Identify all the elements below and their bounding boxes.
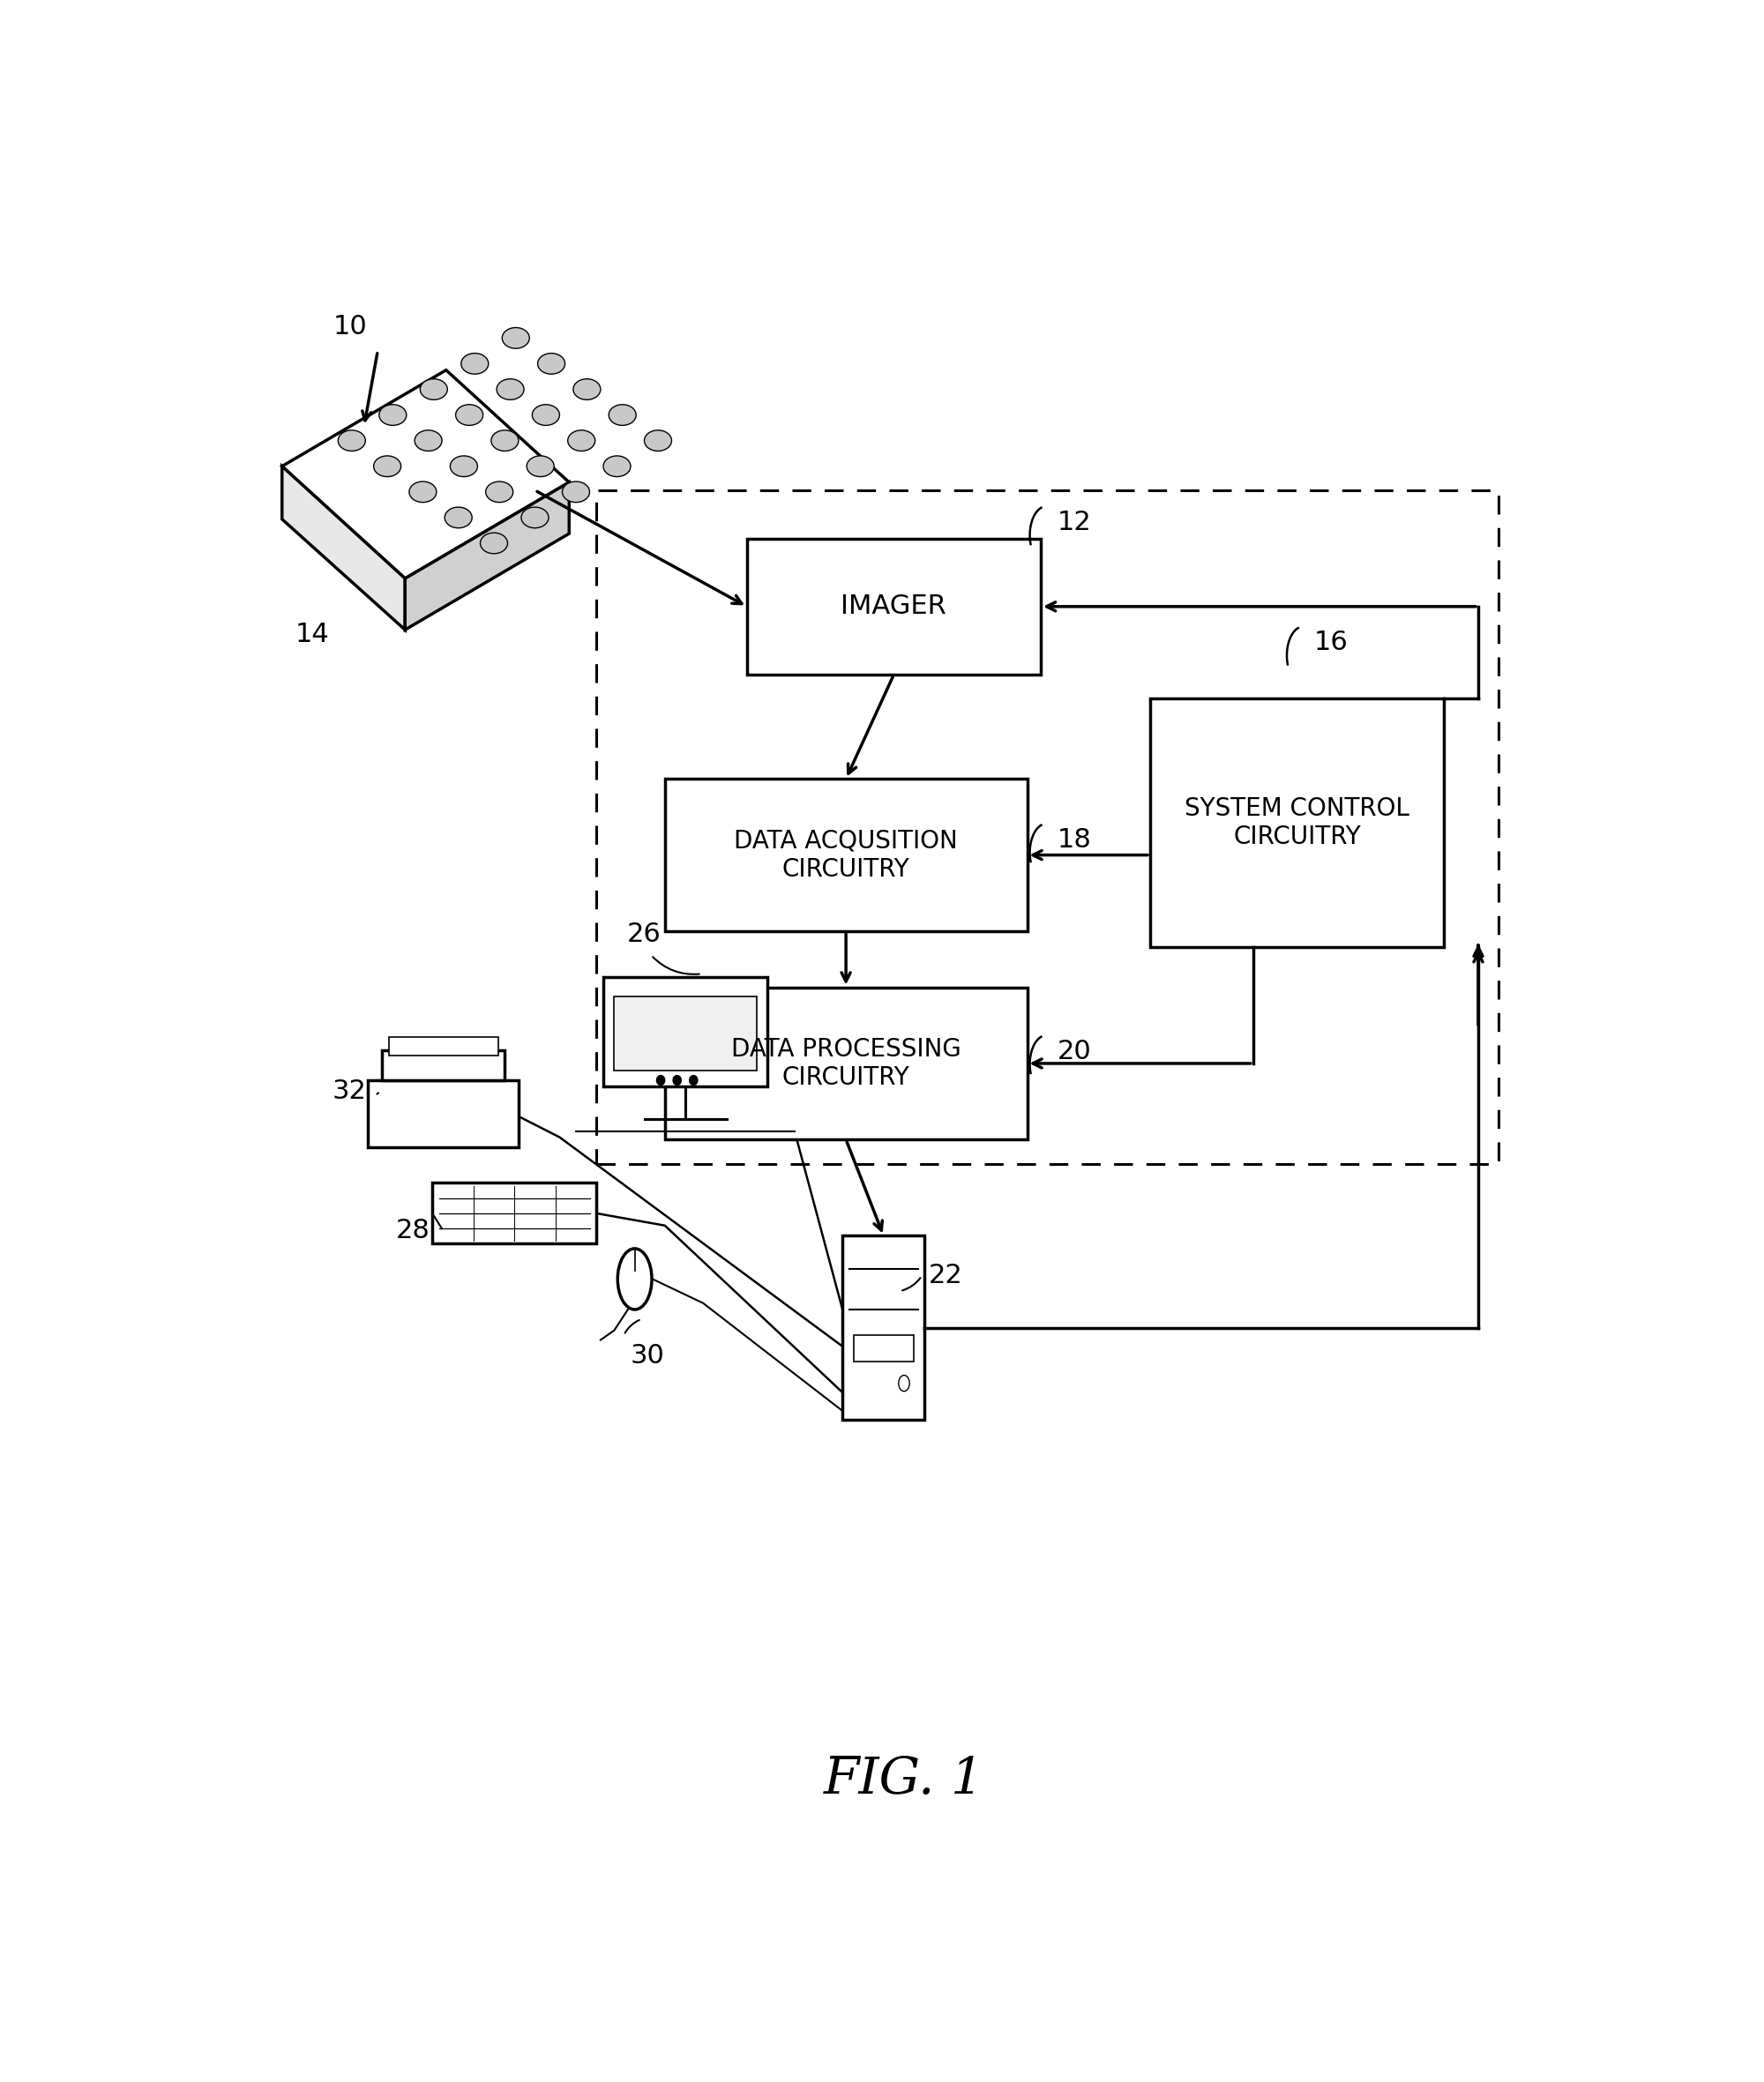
Text: 16: 16 [1314,631,1348,656]
Bar [746,539,1041,675]
Circle shape [656,1076,665,1085]
Text: DATA ACQUSITION
CIRCUITRY: DATA ACQUSITION CIRCUITRY [734,829,958,881]
Bar [369,1081,519,1147]
Ellipse shape [568,431,594,452]
Bar [388,1037,497,1056]
Text: 28: 28 [395,1218,430,1243]
Text: 30: 30 [632,1343,665,1368]
Ellipse shape [617,1249,653,1310]
Ellipse shape [538,354,564,375]
Ellipse shape [415,431,443,452]
Ellipse shape [503,327,529,348]
Ellipse shape [533,404,559,425]
Circle shape [690,1076,697,1085]
Text: 26: 26 [628,922,662,947]
Text: 12: 12 [1057,510,1092,535]
Bar [665,779,1027,931]
Polygon shape [406,483,570,629]
Ellipse shape [527,456,554,477]
Ellipse shape [485,481,513,502]
Bar [843,1237,924,1420]
Text: DATA PROCESSING
CIRCUITRY: DATA PROCESSING CIRCUITRY [730,1037,961,1091]
Ellipse shape [374,456,400,477]
Bar [603,976,767,1087]
Text: FIG. 1: FIG. 1 [824,1755,984,1805]
Text: 10: 10 [333,314,367,339]
Text: 22: 22 [928,1264,963,1289]
Ellipse shape [455,404,483,425]
Ellipse shape [409,481,436,502]
Ellipse shape [563,481,589,502]
Text: IMAGER: IMAGER [841,593,947,618]
Ellipse shape [420,379,448,400]
Bar [381,1051,505,1081]
Bar [596,491,1499,1164]
Ellipse shape [497,379,524,400]
Ellipse shape [445,508,473,529]
Polygon shape [282,466,406,629]
Ellipse shape [644,431,672,452]
Ellipse shape [573,379,600,400]
Text: 32: 32 [332,1078,367,1103]
Circle shape [674,1076,681,1085]
Bar [665,987,1027,1139]
Bar [614,997,757,1070]
Ellipse shape [450,456,478,477]
Polygon shape [282,371,570,579]
Ellipse shape [522,508,549,529]
Ellipse shape [379,404,406,425]
Ellipse shape [339,431,365,452]
Ellipse shape [609,404,637,425]
Ellipse shape [460,354,489,375]
Text: 20: 20 [1057,1039,1092,1064]
Ellipse shape [490,431,519,452]
Bar [1150,700,1445,947]
Ellipse shape [480,533,508,554]
Ellipse shape [603,456,632,477]
Bar [432,1183,596,1243]
Text: SYSTEM CONTROL
CIRCUITRY: SYSTEM CONTROL CIRCUITRY [1185,795,1409,849]
Bar [854,1335,914,1362]
Text: 18: 18 [1057,827,1092,854]
Text: 14: 14 [295,623,330,648]
